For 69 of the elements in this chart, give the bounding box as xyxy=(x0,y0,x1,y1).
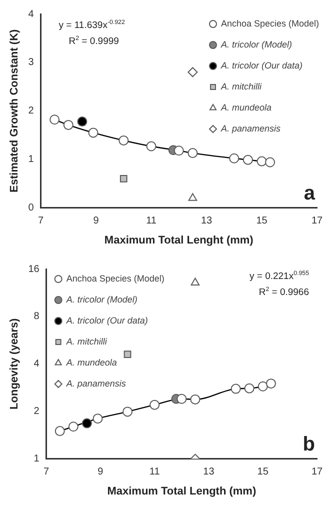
legend-label: A. tricolor (Our data) xyxy=(65,316,148,326)
x-tick-label: 13 xyxy=(203,466,215,478)
point xyxy=(188,67,198,78)
point xyxy=(54,426,65,436)
point xyxy=(258,381,268,392)
point xyxy=(230,384,241,394)
point xyxy=(124,350,132,358)
x-tick-label: 7 xyxy=(38,216,44,227)
point xyxy=(190,278,200,286)
point xyxy=(188,193,198,201)
point xyxy=(88,128,98,138)
point xyxy=(242,154,253,165)
y-tick-label: 4 xyxy=(34,358,40,370)
x-tick-label: 15 xyxy=(257,466,269,478)
y-axis-title: Longevity (years) xyxy=(8,318,21,410)
y-tick-label: 3 xyxy=(28,57,34,68)
point xyxy=(176,394,187,404)
x-axis-title: Maximum Total Length (mm) xyxy=(107,485,256,498)
legend-label: Anchoa Species (Model) xyxy=(221,18,320,28)
point xyxy=(50,114,60,125)
x-tick-label: 17 xyxy=(311,466,323,478)
point xyxy=(266,378,276,389)
x-tick-label: 9 xyxy=(93,216,100,227)
x-tick-label: 17 xyxy=(311,216,323,227)
y-tick-label: 1 xyxy=(28,154,34,166)
legend-label: A. tricolor (Our data) xyxy=(220,60,303,70)
point xyxy=(63,120,74,130)
point xyxy=(92,414,103,424)
point xyxy=(77,116,88,127)
point xyxy=(122,406,133,417)
point xyxy=(82,418,92,428)
point xyxy=(68,422,78,432)
point xyxy=(150,400,160,410)
legend-label: A. tricolor (Model) xyxy=(220,40,292,50)
legend-label: Anchoa Species (Model) xyxy=(66,273,164,284)
legend-label: A. mitchilli xyxy=(220,82,263,92)
point xyxy=(174,146,184,156)
legend-label: A. tricolor (Model) xyxy=(65,294,138,304)
x-tick-label: 15 xyxy=(256,216,268,227)
x-tick-label: 11 xyxy=(149,466,160,478)
annotation: b xyxy=(302,433,315,456)
y-axis-title: Estimated Growth Constant (K) xyxy=(8,28,21,192)
legend-label: A. panamensis xyxy=(220,124,282,134)
point xyxy=(120,175,128,182)
point xyxy=(118,135,129,146)
point xyxy=(244,383,254,394)
x-tick-label: 7 xyxy=(44,466,50,478)
legend-label: A. mitchilli xyxy=(65,336,108,346)
point xyxy=(229,153,240,164)
point xyxy=(188,148,198,158)
legend-label: A. mundeola xyxy=(65,358,117,368)
legend-label: A. panamensis xyxy=(65,378,126,388)
x-tick-label: 9 xyxy=(98,466,104,478)
point xyxy=(265,157,276,168)
y-tick-label: 2 xyxy=(28,106,34,117)
x-tick-label: 11 xyxy=(146,216,157,227)
y-tick-label: 4 xyxy=(28,8,34,20)
x-axis-title: Maximum Total Lenght (mm) xyxy=(104,234,254,246)
x-tick-label: 13 xyxy=(200,216,213,227)
point xyxy=(256,156,267,166)
point xyxy=(190,394,200,404)
y-tick-label: 1 xyxy=(34,454,40,465)
y-tick-label: 2 xyxy=(34,406,40,418)
y-tick-label: 16 xyxy=(28,264,40,275)
legend-label: A. mundeola xyxy=(220,102,272,112)
y-tick-label: 8 xyxy=(34,311,40,322)
point xyxy=(146,141,156,152)
annotation: a xyxy=(304,182,316,204)
y-tick-label: 0 xyxy=(28,202,34,214)
